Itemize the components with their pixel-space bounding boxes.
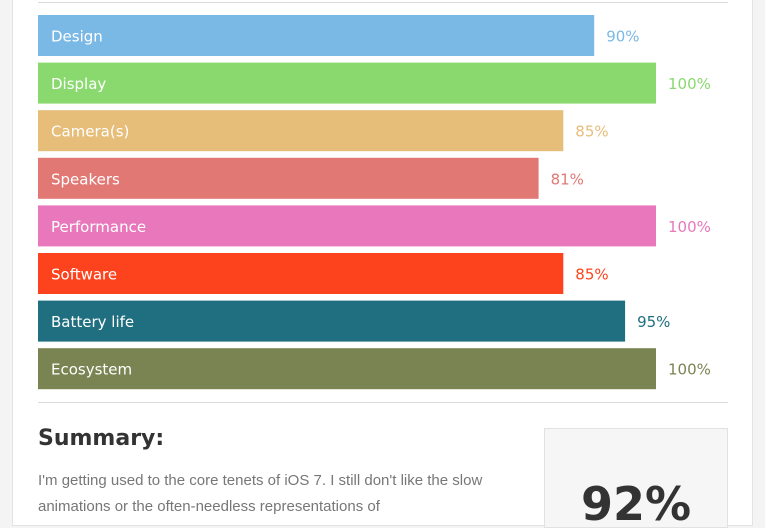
- value-label-camera-s: 85%: [575, 123, 608, 141]
- value-label-design: 90%: [606, 28, 639, 46]
- value-label-software: 85%: [575, 266, 608, 284]
- bar-design: [38, 15, 595, 56]
- summary-text: I'm getting used to the core tenets of i…: [38, 472, 483, 515]
- summary-heading: Summary:: [38, 426, 165, 451]
- bar-label-performance: Performance: [51, 218, 146, 236]
- bar-camera-s: [38, 110, 564, 152]
- value-label-ecosystem: 100%: [668, 361, 711, 379]
- bar-label-ecosystem: Ecosystem: [51, 361, 132, 379]
- bar-ecosystem: [38, 348, 656, 390]
- bar-speakers: [38, 157, 539, 199]
- bar-label-design: Design: [51, 28, 103, 46]
- value-label-speakers: 81%: [551, 170, 584, 188]
- bar-label-camera-s: Camera(s): [51, 123, 129, 141]
- bar-label-battery-life: Battery life: [51, 313, 134, 331]
- overall-score: 92%: [580, 477, 692, 528]
- value-label-performance: 100%: [668, 218, 711, 236]
- value-label-display: 100%: [668, 75, 711, 93]
- bar-label-display: Display: [51, 75, 106, 93]
- value-label-battery-life: 95%: [637, 313, 670, 331]
- bar-software: [38, 253, 564, 294]
- section-divider: [38, 402, 728, 403]
- bar-performance: [38, 205, 656, 247]
- bar-display: [38, 62, 656, 104]
- score-bar-chart: Design 90% Display 100% Camera(s) 85% Speakers…: [38, 15, 711, 390]
- top-divider: [38, 2, 728, 3]
- bar-label-software: Software: [51, 266, 117, 284]
- bar-battery-life: [38, 300, 626, 342]
- overall-score-box: 92%: [544, 428, 728, 528]
- bar-label-speakers: Speakers: [51, 170, 120, 188]
